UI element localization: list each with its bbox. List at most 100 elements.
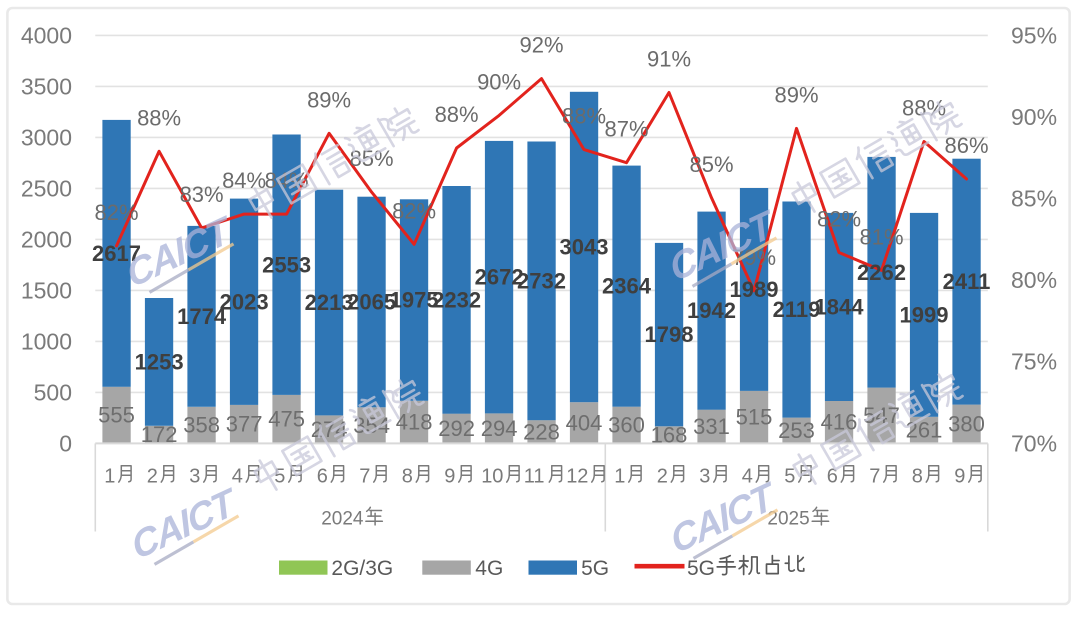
svg-text:80%: 80%: [1011, 267, 1057, 293]
svg-text:380: 380: [948, 412, 985, 437]
svg-text:1: 1: [614, 466, 625, 488]
svg-text:294: 294: [481, 416, 518, 441]
svg-text:88%: 88%: [137, 105, 181, 130]
svg-text:1999: 1999: [900, 302, 949, 327]
svg-text:86%: 86%: [944, 133, 988, 158]
svg-text:3043: 3043: [560, 235, 609, 260]
svg-text:3500: 3500: [21, 73, 72, 99]
svg-text:418: 418: [396, 410, 433, 435]
svg-text:2213: 2213: [305, 290, 354, 315]
svg-text:2065: 2065: [347, 290, 396, 315]
svg-text:85%: 85%: [689, 152, 733, 177]
svg-text:1: 1: [104, 466, 115, 488]
svg-text:2G/3G: 2G/3G: [331, 557, 393, 580]
svg-text:1989: 1989: [730, 277, 779, 302]
svg-text:2: 2: [147, 466, 158, 488]
svg-text:261: 261: [906, 418, 943, 443]
svg-text:88%: 88%: [435, 102, 479, 127]
svg-text:168: 168: [651, 422, 688, 447]
svg-text:12: 12: [566, 466, 588, 488]
svg-text:2232: 2232: [432, 287, 481, 312]
svg-text:4: 4: [232, 466, 243, 488]
svg-text:2262: 2262: [857, 260, 906, 285]
svg-text:2000: 2000: [21, 226, 72, 252]
svg-text:7: 7: [359, 466, 370, 488]
svg-text:2364: 2364: [602, 274, 652, 299]
svg-text:2732: 2732: [517, 268, 566, 293]
svg-text:1975: 1975: [390, 288, 439, 313]
svg-text:82%: 82%: [817, 207, 861, 232]
svg-text:85%: 85%: [1011, 186, 1057, 212]
svg-text:4000: 4000: [21, 22, 72, 48]
svg-text:4: 4: [742, 466, 753, 488]
svg-text:83%: 83%: [180, 182, 224, 207]
svg-text:9: 9: [444, 466, 455, 488]
svg-text:416: 416: [821, 410, 858, 435]
svg-text:89%: 89%: [307, 87, 351, 112]
svg-text:81%: 81%: [859, 224, 903, 249]
svg-text:1798: 1798: [645, 322, 694, 347]
svg-text:4G: 4G: [475, 557, 503, 580]
svg-text:547: 547: [863, 403, 900, 428]
svg-text:92%: 92%: [519, 33, 563, 58]
svg-text:90%: 90%: [1011, 104, 1057, 130]
svg-text:2553: 2553: [262, 252, 311, 277]
svg-text:3: 3: [699, 466, 710, 488]
svg-text:82%: 82%: [392, 198, 436, 223]
svg-text:75%: 75%: [1011, 349, 1057, 375]
svg-text:5G: 5G: [581, 557, 609, 580]
svg-text:253: 253: [778, 418, 815, 443]
svg-text:2024: 2024: [321, 509, 364, 530]
svg-text:2672: 2672: [475, 265, 524, 290]
svg-text:500: 500: [34, 379, 72, 405]
svg-text:6: 6: [317, 466, 328, 488]
svg-text:2119: 2119: [773, 297, 821, 322]
svg-text:360: 360: [608, 413, 645, 438]
svg-text:5G: 5G: [687, 557, 715, 580]
svg-text:228: 228: [523, 419, 560, 444]
svg-text:95%: 95%: [1011, 22, 1057, 48]
svg-text:2411: 2411: [943, 269, 991, 294]
svg-text:0: 0: [59, 430, 72, 456]
svg-text:10: 10: [481, 466, 503, 488]
svg-text:292: 292: [438, 416, 475, 441]
svg-text:377: 377: [226, 412, 263, 437]
svg-text:555: 555: [98, 403, 135, 428]
svg-text:88%: 88%: [562, 104, 606, 129]
svg-text:1000: 1000: [21, 328, 72, 354]
svg-text:85%: 85%: [350, 146, 394, 171]
svg-text:3: 3: [189, 466, 200, 488]
svg-text:1844: 1844: [815, 295, 865, 320]
svg-text:6: 6: [827, 466, 838, 488]
svg-text:358: 358: [183, 413, 220, 438]
svg-text:90%: 90%: [477, 69, 521, 94]
svg-text:2500: 2500: [21, 175, 72, 201]
svg-text:8: 8: [912, 466, 923, 488]
svg-text:79%: 79%: [732, 245, 776, 270]
svg-text:5: 5: [784, 466, 795, 488]
svg-text:87%: 87%: [604, 117, 648, 142]
svg-text:1774: 1774: [177, 304, 227, 329]
svg-text:70%: 70%: [1011, 430, 1057, 456]
svg-text:2023: 2023: [220, 289, 269, 314]
svg-text:91%: 91%: [647, 47, 691, 72]
svg-text:515: 515: [736, 405, 773, 430]
svg-text:5: 5: [274, 466, 285, 488]
svg-text:2025: 2025: [767, 509, 809, 530]
svg-text:2617: 2617: [92, 241, 141, 266]
svg-text:9: 9: [954, 466, 965, 488]
svg-text:172: 172: [141, 422, 178, 447]
svg-text:84%: 84%: [222, 168, 266, 193]
svg-text:1253: 1253: [135, 350, 184, 375]
svg-text:82%: 82%: [94, 200, 138, 225]
svg-text:8: 8: [402, 466, 413, 488]
svg-text:404: 404: [566, 410, 603, 435]
svg-text:354: 354: [353, 413, 390, 438]
svg-text:11: 11: [524, 466, 545, 488]
svg-text:7: 7: [869, 466, 880, 488]
svg-text:89%: 89%: [774, 82, 818, 107]
svg-text:1942: 1942: [687, 298, 736, 323]
svg-text:3000: 3000: [21, 124, 72, 150]
svg-text:331: 331: [693, 414, 730, 439]
svg-text:475: 475: [268, 407, 305, 432]
